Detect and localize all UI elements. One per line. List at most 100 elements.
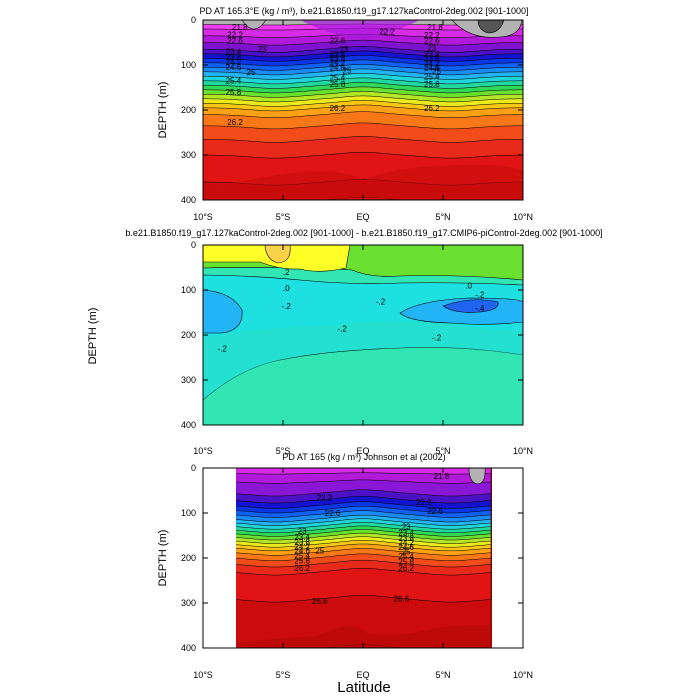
y-tick-label: 400 [181, 420, 196, 430]
contour-label: 22.6 [325, 509, 341, 518]
contour-label: 22.2 [416, 498, 432, 507]
x-tick-label: 5°N [435, 212, 450, 222]
contour-label: -.2 [282, 302, 292, 311]
contour-label: 24.6 [294, 546, 310, 555]
contour-label: 25.4 [226, 76, 242, 85]
panel-1-deep-water [203, 164, 523, 200]
contour-label: 23.8 [294, 538, 310, 547]
panel-3-gray-patch [468, 468, 486, 485]
contour-label: 25.8 [226, 88, 242, 97]
contour-label: -.2 [475, 291, 485, 300]
contour-label: 22.6 [424, 36, 440, 45]
y-tick-label: 300 [181, 598, 196, 608]
x-tick-label: EQ [356, 446, 369, 456]
contour-label: 25.8 [330, 80, 346, 89]
x-tick-label: 10°S [193, 670, 213, 680]
x-tick-label: 5°S [276, 670, 291, 680]
contour-label: 23 [402, 523, 411, 532]
x-tick-label: 5°S [276, 446, 291, 456]
contour-label: 23 [298, 527, 307, 536]
contour-label: 24.2 [330, 58, 346, 67]
y-tick-label: 0 [191, 240, 196, 250]
contour-label: 25.8 [294, 557, 310, 566]
contour-label: 23.4 [424, 50, 440, 59]
contour-label: 24.2 [424, 60, 440, 69]
contour-label: 21.8 [427, 23, 443, 32]
contour-label: .0 [465, 282, 472, 291]
panel-1-purple-dome [300, 20, 420, 40]
contour-label: 22.6 [227, 36, 243, 45]
contour-label: 22.2 [379, 28, 395, 37]
panel-3-axes: 10°S 5°S EQ 5°N 10°N 0 100 200 300 400 [181, 463, 533, 680]
panel-1: PD AT 165.3°E (kg / m³), b.e21.B1850.f19… [157, 6, 533, 222]
panel-2-ylabel: DEPTH (m) [87, 308, 99, 365]
x-tick-label: 5°N [435, 670, 450, 680]
contour-label: 24.2 [294, 542, 310, 551]
contour-label: 23.8 [330, 54, 346, 63]
contour-label: -.2 [376, 297, 386, 306]
contour-label: 23 [427, 44, 436, 53]
contour-label: 23.4 [398, 528, 414, 537]
y-tick-label: 100 [181, 508, 196, 518]
contour-label: 23.8 [424, 55, 440, 64]
panel-2-min-core [442, 299, 499, 313]
contour-label: 26.2 [330, 104, 346, 113]
contour-label: 24.6 [330, 63, 346, 72]
x-tick-label: 10°N [513, 446, 533, 456]
contour-label: 25.4 [398, 552, 414, 561]
x-tick-label: 10°N [513, 670, 533, 680]
y-tick-label: 400 [181, 643, 196, 653]
contour-label: 25 [343, 66, 352, 75]
contour-label: 24.6 [424, 63, 440, 72]
x-tick-label: 10°S [193, 446, 213, 456]
y-tick-label: 200 [181, 553, 196, 563]
contour-label: -.2 [338, 324, 348, 333]
panel-1-contour-labels: 21.822.221.822.222.6 22.622.222.623.4 2323… [226, 23, 444, 127]
panel-2-title: b.e21.B1850.f19_g17.127kaControl-2deg.00… [125, 228, 602, 238]
panel-3-density-bands [236, 468, 492, 648]
y-tick-label: 0 [191, 15, 196, 25]
panel-1-plot-area [203, 20, 523, 200]
panel-3-ylabel: DEPTH (m) [157, 530, 169, 587]
panel-3-deep-water [236, 624, 492, 648]
x-tick-label: EQ [356, 670, 369, 680]
panel-2-weak-negative [203, 320, 523, 400]
panel-2-plot-area [203, 245, 523, 425]
contour-label: 26.2 [398, 564, 414, 573]
contour-label: 26.6 [312, 597, 328, 606]
panel-1-ylabel: DEPTH (m) [157, 82, 169, 139]
contour-label: 23.8 [226, 53, 242, 62]
panel-2-axes: 10°S 5°S EQ 5°N 10°N 0 100 200 300 400 [181, 240, 533, 456]
contour-label: 25.8 [424, 80, 440, 89]
panel-1-axes: 10°S 5°S EQ 5°N 10°N 0 100 200 300 400 [181, 15, 533, 222]
y-tick-label: 200 [181, 105, 196, 115]
y-tick-label: 0 [191, 463, 196, 473]
x-tick-label: 5°N [435, 446, 450, 456]
contour-label: -.2 [432, 333, 442, 342]
contour-label: 23 [339, 45, 348, 54]
contour-label: .0 [283, 284, 290, 293]
contour-label: 24.2 [398, 538, 414, 547]
panel-2-contour-labels: .2.0.0-.2-.2 -.2-.4-.2-.2-.2 [218, 268, 485, 354]
contour-label: 22.6 [330, 36, 346, 45]
x-tick-label: EQ [356, 212, 369, 222]
contour-label: 25 [315, 546, 324, 555]
contour-label: 24.6 [398, 543, 414, 552]
y-tick-label: 300 [181, 375, 196, 385]
contour-label: 23.8 [398, 534, 414, 543]
y-tick-label: 100 [181, 285, 196, 295]
contour-label: -.2 [218, 345, 228, 354]
contour-label: 26.2 [424, 104, 440, 113]
contour-label: 24.2 [226, 58, 242, 67]
y-tick-label: 200 [181, 330, 196, 340]
contour-label: 23.4 [330, 50, 346, 59]
contour-label: 25.8 [398, 558, 414, 567]
panel-1-title: PD AT 165.3°E (kg / m³), b.e21.B1850.f19… [200, 6, 529, 16]
contour-label: -.4 [475, 304, 485, 313]
contour-label: 22.2 [424, 31, 440, 40]
contour-label: 25 [247, 68, 256, 77]
panel-3-title: PD AT 165 (kg / m³) Johnson et al (2002) [282, 452, 445, 462]
panel-2: b.e21.B1850.f19_g17.127kaControl-2deg.00… [87, 228, 603, 456]
panel-3: PD AT 165 (kg / m³) Johnson et al (2002)… [157, 452, 533, 680]
